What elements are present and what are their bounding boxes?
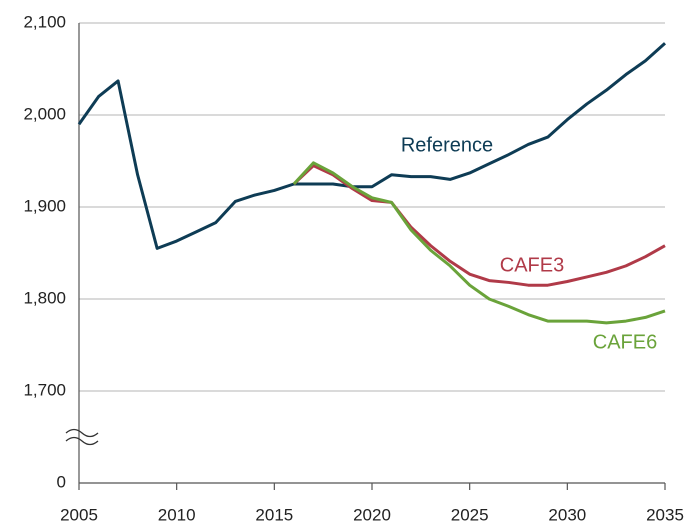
x-tick-label: 2005 (60, 505, 98, 524)
series-line (292, 164, 666, 287)
y-tick-label: 2,100 (23, 12, 66, 31)
x-tick-label: 2015 (255, 505, 293, 524)
x-tick-label: 2025 (451, 505, 489, 524)
y-tick-label: 1,900 (23, 196, 66, 215)
y-tick-label: 1,800 (23, 288, 66, 307)
y-tick-label: 2,000 (23, 104, 66, 123)
x-tick-label: 2020 (353, 505, 391, 524)
series-label: CAFE3 (500, 254, 564, 276)
series-label: CAFE6 (593, 331, 657, 353)
series-label: Reference (401, 134, 493, 156)
x-tick-label: 2035 (646, 505, 684, 524)
series-line (292, 161, 666, 325)
axis-break (65, 428, 99, 446)
x-tick-label: 2010 (158, 505, 196, 524)
y-tick-label: 1,700 (23, 380, 66, 399)
series-line (77, 42, 667, 250)
y-tick-label: 0 (57, 472, 66, 491)
x-tick-label: 2030 (548, 505, 586, 524)
